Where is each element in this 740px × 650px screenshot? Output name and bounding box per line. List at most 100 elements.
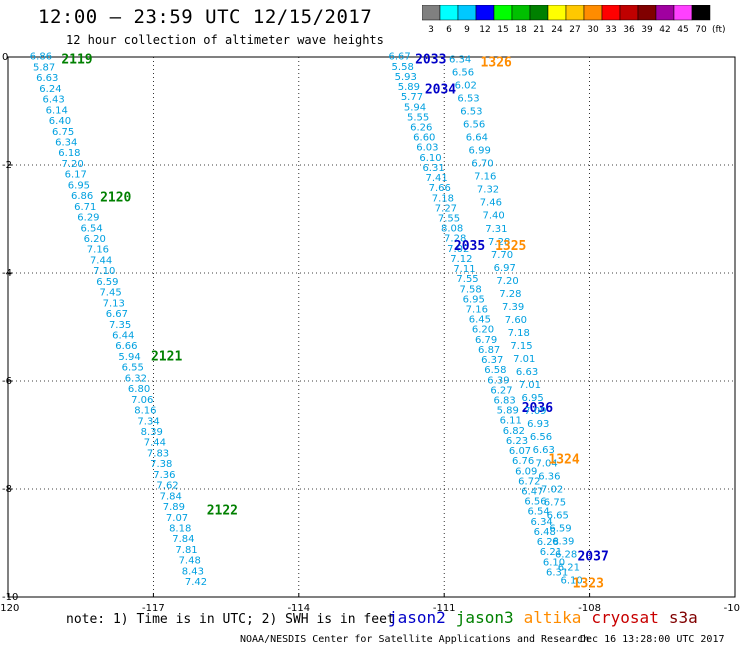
wave-height-point: 6.14: [46, 105, 68, 116]
legend-item-cryosat: cryosat: [591, 608, 659, 627]
pass-label: 2036: [522, 401, 553, 416]
y-tick-label: -10: [2, 592, 18, 603]
plot-area: -120 -117 -114 -111 -108 -105 0 -2 -4 -6 -8 -10 6.86…: [0, 52, 740, 614]
wave-height-point: 7.07: [166, 513, 188, 524]
legend-item-jason3: jason3: [455, 608, 514, 627]
wave-height-point: 6.63: [36, 73, 58, 84]
wave-height-point: 8.16: [134, 406, 156, 417]
wave-height-point: 7.13: [103, 298, 125, 309]
wave-height-point: 6.11: [500, 416, 522, 427]
wave-height-point: 6.75: [544, 497, 566, 508]
colorbar-label-12: 12: [479, 25, 490, 35]
wave-height-point: 7.45: [99, 288, 121, 299]
wave-height-point: 6.54: [527, 507, 549, 518]
wave-height-point: 6.64: [466, 133, 488, 144]
colorbar-label-27: 27: [569, 25, 580, 35]
wave-height-point: 6.80: [128, 384, 150, 395]
wave-height-point: 7.04: [535, 458, 557, 469]
wave-height-point: 6.82: [503, 426, 525, 437]
wave-height-point: 6.03: [416, 143, 438, 154]
wave-height-point: 7.11: [453, 264, 475, 275]
wave-height-point: 7.83: [147, 448, 169, 459]
wave-height-point: 7.01: [513, 354, 535, 365]
wave-height-point: 7.15: [510, 341, 532, 352]
wave-height-point: 7.16: [466, 304, 488, 315]
chart-title: 12:00 — 23:59 UTC 12/15/2017: [38, 6, 373, 28]
pass-label: 2120: [100, 190, 131, 205]
wave-height-point: 5.77: [401, 92, 423, 103]
x-tick-label: -117: [142, 603, 165, 614]
wave-height-point: 7.02: [541, 484, 563, 495]
wave-height-point: 6.66: [115, 341, 137, 352]
wave-height-point: 6.55: [122, 363, 144, 374]
wave-height-point: 6.29: [77, 213, 99, 224]
wave-height-point: 7.60: [505, 315, 527, 326]
colorbar-label-39: 39: [641, 25, 653, 35]
pass-label: 1323: [573, 577, 604, 592]
wave-height-point: 7.58: [460, 284, 482, 295]
wave-height-point: 6.70: [471, 159, 493, 170]
wave-height-point: 6.67: [106, 309, 128, 320]
x-tick-label: -120: [0, 603, 19, 614]
wave-height-point: 5.87: [33, 62, 55, 73]
wave-height-point: 5.93: [395, 72, 417, 83]
wave-height-point: 6.63: [533, 445, 555, 456]
wave-height-point: 7.10: [93, 266, 115, 277]
wave-height-point: 6.28: [537, 537, 559, 548]
wave-height-point: 7.84: [160, 491, 182, 502]
wave-height-point: 6.56: [530, 432, 552, 443]
wave-height-point: 6.34: [55, 137, 77, 148]
colorbar-label-15: 15: [497, 25, 508, 35]
wave-height-point: 6.86: [71, 191, 93, 202]
wave-height-point: 7.40: [482, 211, 504, 222]
pass-label: 2037: [577, 550, 608, 565]
x-tick-label: -111: [433, 603, 456, 614]
wave-height-point: 6.21: [558, 562, 580, 573]
wave-height-point: 5.89: [398, 82, 420, 93]
wave-height-point: 7.28: [444, 234, 466, 245]
wave-height-point: 6.20: [472, 325, 494, 336]
wave-height-point: 6.09: [515, 466, 537, 477]
wave-height-point: 6.18: [58, 148, 80, 159]
wave-height-point: 7.20: [496, 276, 518, 287]
wave-height-point: 6.32: [125, 373, 147, 384]
wave-height-point: 6.59: [549, 523, 571, 534]
wave-height-point: 7.48: [179, 556, 201, 567]
legend-item-jason2: jason2: [388, 608, 446, 627]
wave-height-point: 6.07: [509, 446, 531, 457]
wave-height-point: 7.18: [508, 328, 530, 339]
legend-item-altika: altika: [523, 608, 582, 627]
wave-height-point: 5.89: [497, 406, 519, 417]
colorbar-label-30: 30: [587, 25, 599, 35]
colorbar-label-70: 70: [695, 25, 707, 35]
wave-height-point: 7.06: [131, 395, 153, 406]
colorbar-label-3: 3: [428, 25, 434, 35]
wave-height-point: 7.02: [447, 244, 469, 255]
wave-height-point: 6.95: [463, 294, 485, 305]
wave-height-point: 6.10: [561, 576, 583, 587]
wave-height-point: 6.02: [455, 80, 477, 91]
wave-height-point: 6.34: [449, 54, 471, 65]
wave-height-point: 6.75: [52, 127, 74, 138]
wave-height-point: 6.63: [516, 367, 538, 378]
wave-height-point: 6.83: [493, 396, 515, 407]
wave-height-point: 7.84: [172, 534, 194, 545]
wave-height-point: 6.20: [84, 234, 106, 245]
wave-height-point: 6.54: [80, 223, 102, 234]
wave-height-point: 6.31: [546, 567, 568, 578]
wave-height-point: 6.47: [521, 487, 543, 498]
wave-height-point: 6.39: [552, 536, 574, 547]
wave-height-point: 6.21: [540, 547, 562, 558]
wave-height-point: 7.89: [163, 502, 185, 513]
wave-height-point: 8.08: [441, 224, 463, 235]
wave-height-point: 6.27: [490, 385, 512, 396]
wave-height-point: 5.58: [392, 62, 414, 73]
y-tick-label: -4: [2, 268, 12, 279]
wave-height-point: 7.16: [474, 172, 496, 183]
wave-height-point: 5.94: [118, 352, 140, 363]
wave-height-point: 7.44: [144, 438, 166, 449]
wave-height-point: 6.59: [96, 277, 118, 288]
pass-label: 2119: [61, 53, 92, 68]
wave-height-point: 6.56: [452, 67, 474, 78]
wave-height-point: 6.31: [422, 163, 444, 174]
